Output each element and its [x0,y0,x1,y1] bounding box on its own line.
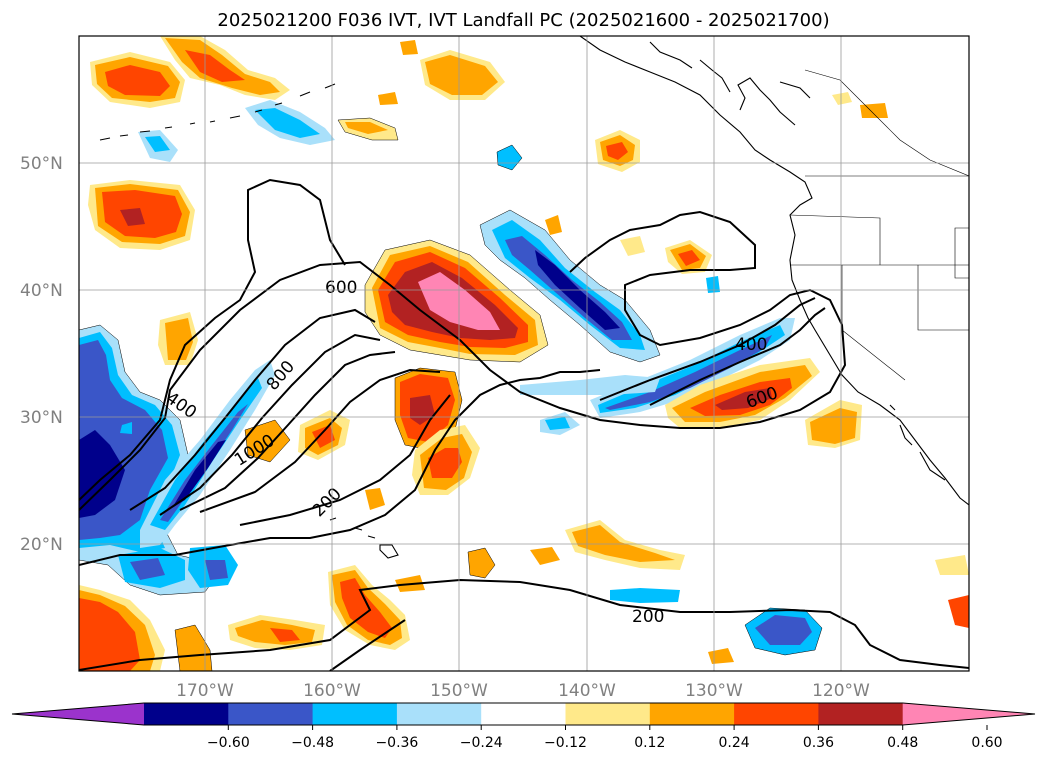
colorbar-segment [565,703,651,725]
lat-label: 20°N [20,535,63,555]
map-frame [78,35,970,672]
colorbar-segment [228,703,314,725]
colorbar-extend-low [12,703,144,725]
colorbar: −0.60 −0.48 −0.36 −0.24 −0.12 0.12 0.24 0.36 0.4… [11,702,1036,751]
colorbar-outline [11,702,1036,726]
colorbar-tick-label: −0.60 [207,735,250,751]
colorbar-tick-label: 0.12 [634,735,665,751]
ivt-contours [79,178,969,671]
colorbar-tick-label: 0.36 [803,735,834,751]
colorbar-segment [818,703,904,725]
contour-label: 200 [632,607,664,627]
positive-anomaly-regions [79,36,969,671]
lat-label: 50°N [20,154,63,174]
colorbar-segment [481,703,566,725]
lon-label: 120°W [812,681,870,701]
lat-label: 30°N [20,408,63,428]
colorbar-extend-high [902,703,1035,725]
colorbar-tick-label: 0.24 [719,735,750,751]
colorbar-segment [312,703,398,725]
lon-label: 160°W [303,681,361,701]
map-field: 600 800 400 1000 200 400 600 200 [79,36,969,671]
colorbar-segment [734,703,819,725]
colorbar-tick-label: 0.48 [887,735,918,751]
longitude-labels: 170°W 160°W 150°W 140°W 130°W 120°W [176,681,870,701]
gridlines [79,36,969,671]
contour-label: 600 [325,278,357,298]
lon-label: 140°W [558,681,616,701]
contour-label: 400 [735,335,767,355]
colorbar-segment [144,703,229,725]
colorbar-tick-label: −0.36 [375,735,418,751]
lon-label: 150°W [430,681,488,701]
colorbar-tick-label: −0.48 [291,735,334,751]
negative-anomaly-regions [79,100,823,656]
latitude-labels: 50°N 40°N 30°N 20°N [20,154,63,555]
colorbar-tick-label: −0.24 [460,735,503,751]
lon-label: 170°W [176,681,234,701]
colorbar-segment [396,703,482,725]
lon-label: 130°W [685,681,743,701]
colorbar-tick-label: 0.60 [971,735,1002,751]
colorbar-tick-label: −0.12 [544,735,587,751]
lat-label: 40°N [20,281,63,301]
colorbar-segment [649,703,735,725]
coastlines [99,36,969,559]
map-title: 2025021200 F036 IVT, IVT Landfall PC (20… [217,10,830,31]
